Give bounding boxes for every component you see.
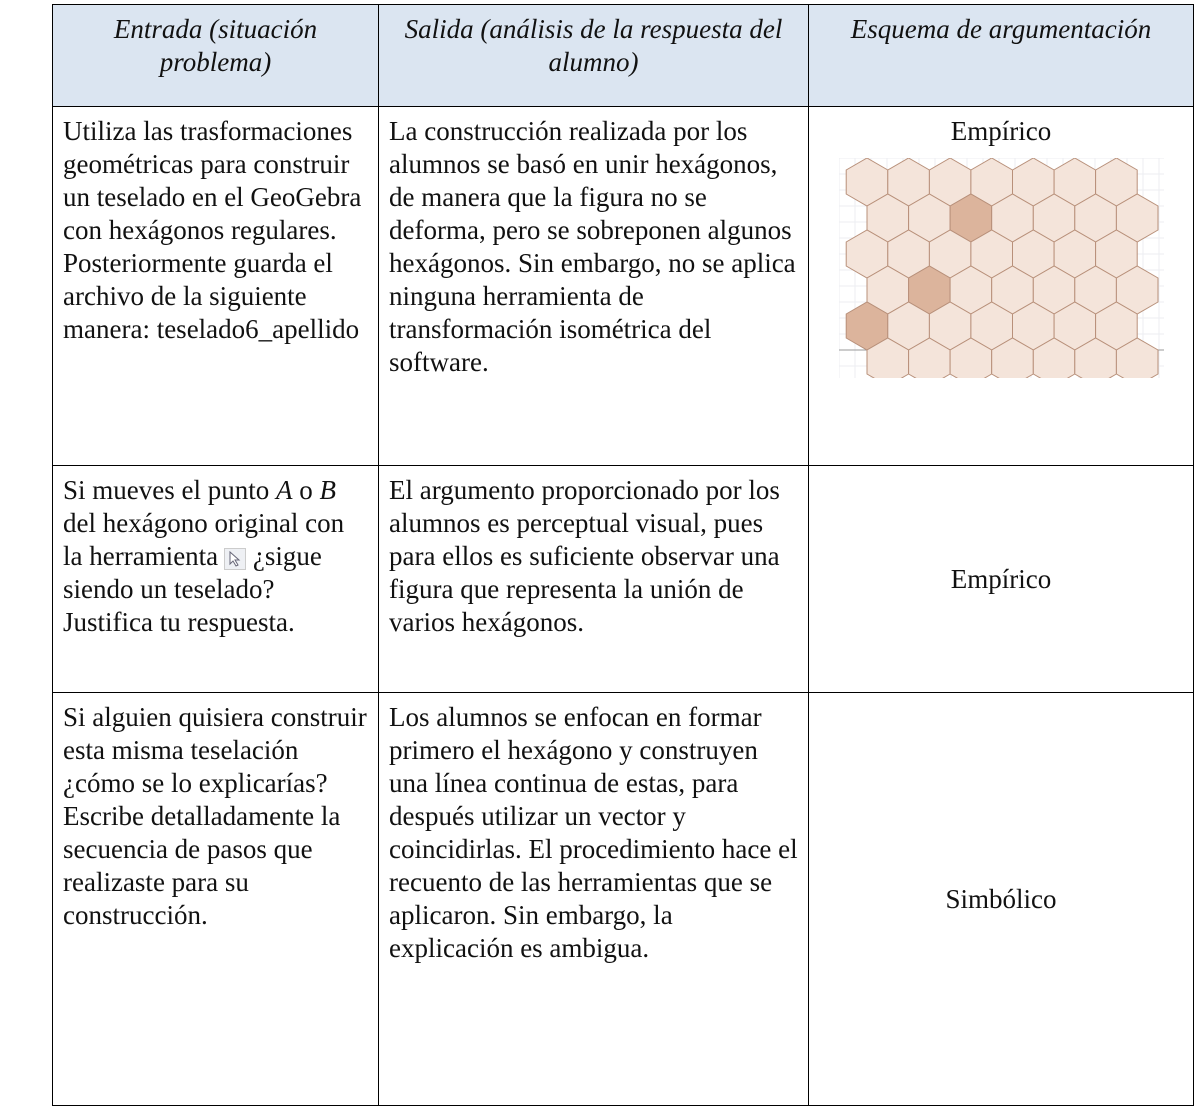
header-cell: Salida (análisis de la respuesta del alu… xyxy=(378,4,809,107)
header-cell: Entrada (situación problema) xyxy=(52,4,379,107)
row: Si alguien quisiera construir esta misma… xyxy=(52,692,1194,1106)
cell: El argumento proporcionado por los alumn… xyxy=(378,465,809,693)
header-cell: Esquema de argumentación xyxy=(808,4,1194,107)
cell: Los alumnos se enfocan en formar primero… xyxy=(378,692,809,1106)
tessellation-image xyxy=(838,157,1164,387)
text: o xyxy=(292,475,320,505)
header-row: Entrada (situación problema) Salida (aná… xyxy=(52,4,1194,107)
cell: Empírico xyxy=(808,106,1194,466)
cell: Si alguien quisiera construir esta misma… xyxy=(52,692,379,1106)
cursor-glyph xyxy=(229,550,241,567)
text: ¿sigue siendo un teselado? Justifica tu … xyxy=(63,541,322,637)
cell: La construcción realizada por los alumno… xyxy=(378,106,809,466)
cell: Empírico xyxy=(808,465,1194,693)
math-var: A xyxy=(275,475,293,505)
math-var: B xyxy=(319,475,336,505)
row: Utiliza las trasformaciones geométricas … xyxy=(52,106,1194,466)
row: Si mueves el punto A o B del hexágono or… xyxy=(52,465,1194,693)
cell-text: Empírico xyxy=(950,116,1052,146)
argument-table: Entrada (situación problema) Salida (aná… xyxy=(52,4,1194,1106)
cell: Si mueves el punto A o B del hexágono or… xyxy=(52,465,379,693)
text: del hexágono original con la herramienta xyxy=(63,508,345,571)
cell: Simbólico xyxy=(808,692,1194,1106)
cursor-icon xyxy=(224,547,247,570)
cell: Utiliza las trasformaciones geométricas … xyxy=(52,106,379,466)
text: Si mueves el punto xyxy=(63,475,276,505)
